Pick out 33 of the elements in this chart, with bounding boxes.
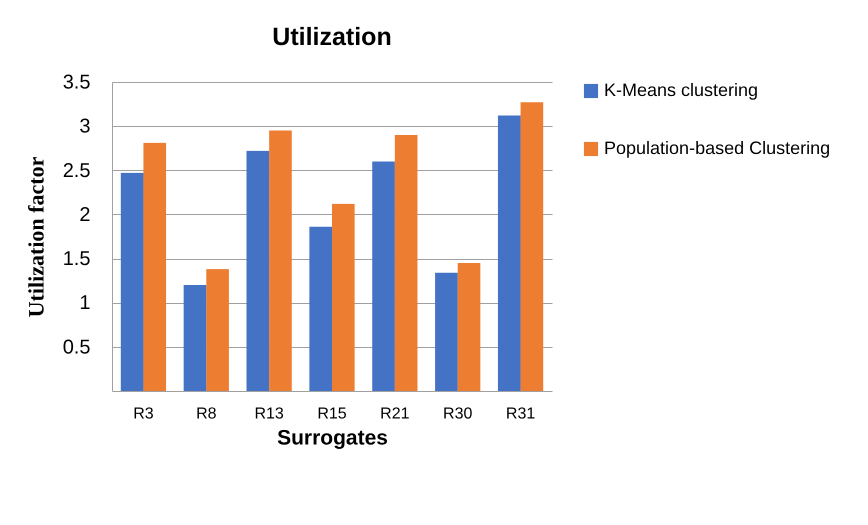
bar [309,226,332,391]
x-tick-label: R13 [254,406,284,422]
x-tick-label: R21 [380,406,410,422]
x-tick-label: R31 [506,406,536,422]
chart-title: Utilization [272,23,392,51]
x-tick-label: R8 [196,406,217,422]
bar [184,285,206,391]
bar [458,262,480,391]
bar [372,161,395,391]
x-tick-label: R15 [317,406,347,422]
bar [206,269,229,391]
bar [246,150,270,391]
bar [394,134,418,391]
bar [143,142,166,391]
y-tick-label: 3.5 [62,72,90,94]
bar [120,172,144,391]
bar [332,204,355,391]
y-tick-label: 2.5 [62,160,90,182]
bar [269,130,292,391]
x-axis-title: Surrogates [277,426,388,450]
y-tick-label: 1.5 [62,248,90,270]
y-tick-label: 1 [79,292,90,314]
bar [498,116,521,391]
y-tick-label: 2 [79,204,90,226]
y-axis-title: Utilization factor [24,156,49,318]
x-tick-label: R3 [133,406,154,422]
y-tick-label: 0.5 [62,336,90,358]
legend-label: Population-based Clustering [604,138,830,158]
bar [435,272,458,391]
x-tick-label: R30 [443,406,472,422]
y-tick-label: 3 [79,116,90,138]
bar [520,102,544,391]
legend-label: K-Means clustering [604,80,758,100]
